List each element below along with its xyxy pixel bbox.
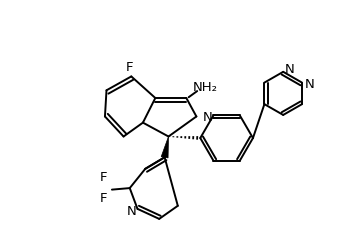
Text: N: N: [305, 78, 315, 91]
Text: N: N: [285, 63, 294, 76]
Text: F: F: [126, 61, 134, 75]
Text: N: N: [203, 111, 212, 124]
Text: N: N: [126, 205, 136, 218]
Text: F: F: [100, 171, 107, 184]
Text: F: F: [100, 192, 107, 205]
Polygon shape: [161, 137, 168, 158]
Text: NH₂: NH₂: [193, 81, 218, 94]
